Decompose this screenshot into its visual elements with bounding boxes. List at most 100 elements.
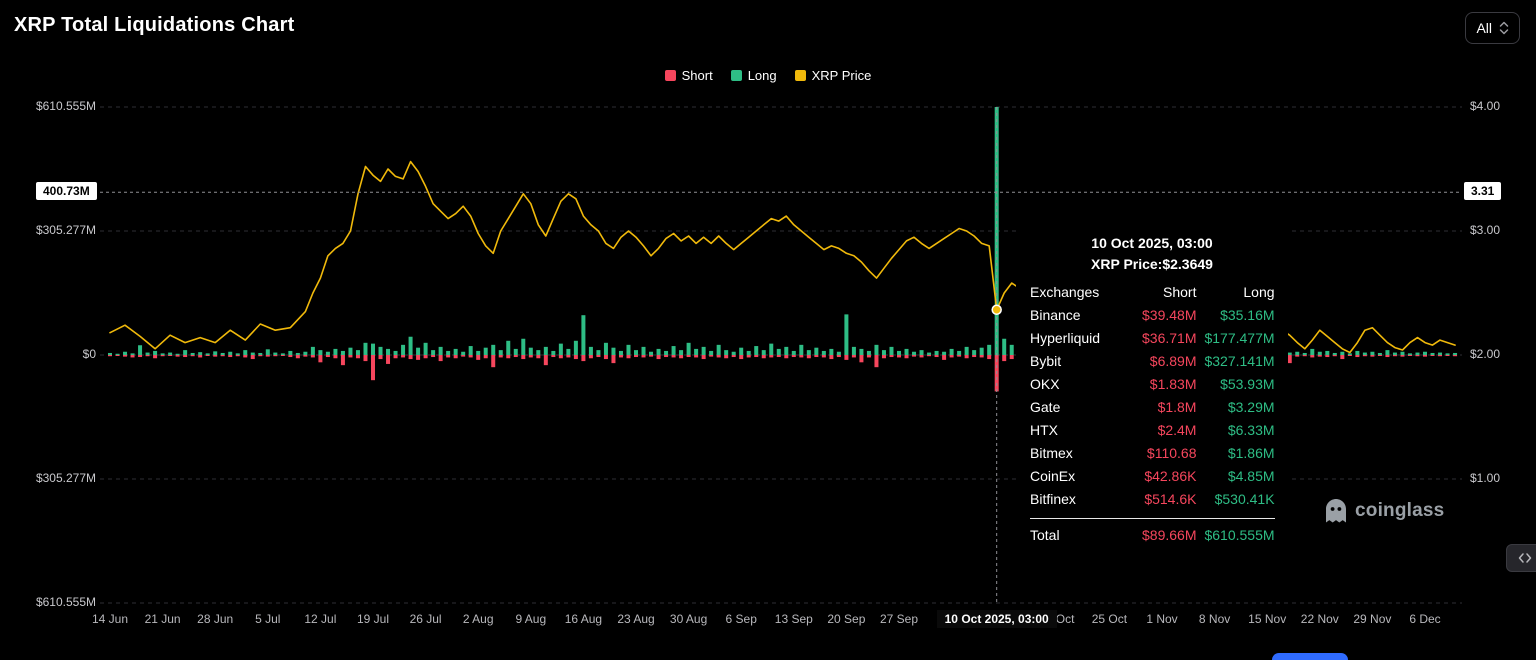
legend-label-xrp-price: XRP Price — [811, 68, 872, 83]
long-liquidation-bar — [273, 352, 278, 355]
short-liquidation-bar — [671, 355, 676, 358]
long-liquidation-bar — [160, 353, 165, 355]
long-liquidation-bar — [1002, 338, 1007, 355]
short-liquidation-bar — [543, 355, 548, 366]
short-liquidation-bar — [784, 355, 789, 359]
short-liquidation-bar — [453, 355, 458, 359]
long-liquidation-bar — [791, 350, 796, 355]
short-liquidation-bar — [551, 355, 556, 358]
long-liquidation-bar — [310, 346, 315, 355]
long-liquidation-bar — [348, 347, 353, 355]
short-liquidation-bar — [558, 355, 563, 359]
long-liquidation-bar — [491, 344, 496, 355]
short-liquidation-bar — [761, 355, 766, 359]
legend-label-short: Short — [681, 68, 713, 83]
long-liquidation-bar — [1302, 352, 1307, 355]
long-liquidation-bar — [265, 349, 270, 355]
long-liquidation-bar — [671, 346, 676, 355]
long-liquidation-bar — [641, 346, 646, 355]
short-liquidation-bar — [791, 355, 796, 358]
short-liquidation-bar — [183, 355, 188, 358]
short-liquidation-bar — [1332, 355, 1337, 357]
short-liquidation-bar — [1355, 355, 1360, 358]
long-liquidation-bar — [1009, 344, 1014, 355]
long-liquidation-bar — [220, 352, 225, 355]
long-liquidation-bar — [190, 352, 195, 355]
tooltip-short-value: $1.83M — [1149, 376, 1197, 392]
short-liquidation-bar — [1347, 355, 1352, 356]
collapse-panel-button[interactable] — [1506, 544, 1536, 572]
short-liquidation-bar — [393, 355, 398, 359]
long-liquidation-bar — [1325, 350, 1330, 355]
long-liquidation-bar — [1423, 351, 1428, 355]
long-liquidation-bar — [889, 346, 894, 355]
short-liquidation-bar — [423, 355, 428, 359]
horizontal-scrollbar-thumb[interactable] — [1272, 653, 1348, 660]
short-liquidation-bar — [160, 355, 165, 357]
time-range-selector[interactable]: All — [1465, 12, 1520, 44]
tooltip-long-value: $3.29M — [1227, 399, 1275, 415]
short-liquidation-bar — [1370, 355, 1375, 357]
short-liquidation-bar — [536, 355, 541, 359]
long-liquidation-bar — [573, 340, 578, 355]
long-liquidation-bar — [836, 351, 841, 355]
short-liquidation-bar — [821, 355, 826, 358]
long-swatch-icon — [730, 70, 742, 81]
long-liquidation-bar — [235, 353, 240, 355]
long-liquidation-bar — [964, 346, 969, 355]
long-liquidation-bar — [664, 350, 669, 355]
legend-item-xrp-price[interactable]: XRP Price — [794, 68, 872, 83]
short-liquidation-bar — [634, 355, 639, 358]
long-liquidation-bar — [145, 352, 150, 355]
long-liquidation-bar — [536, 350, 541, 355]
tooltip-date: 10 Oct 2025, 03:00 — [1091, 235, 1213, 251]
crosshair-price-badge: 3.31 — [1464, 182, 1502, 201]
short-liquidation-bar — [521, 355, 526, 360]
long-liquidation-bar — [371, 343, 376, 355]
long-liquidation-bar — [746, 350, 751, 355]
long-liquidation-bar — [1400, 351, 1405, 355]
long-liquidation-bar — [288, 350, 293, 355]
tooltip-short-value: $6.89M — [1149, 353, 1197, 369]
long-liquidation-bar — [731, 351, 736, 355]
long-liquidation-bar — [851, 346, 856, 355]
short-liquidation-bar — [295, 355, 300, 359]
legend-item-short[interactable]: Short — [664, 68, 713, 83]
long-liquidation-bar — [656, 348, 661, 355]
long-liquidation-bar — [1332, 352, 1337, 355]
long-liquidation-bar — [912, 351, 917, 355]
long-liquidation-bar — [213, 351, 218, 355]
short-liquidation-bar — [1310, 355, 1315, 358]
long-liquidation-bar — [1287, 352, 1292, 355]
long-liquidation-bar — [363, 342, 368, 355]
short-liquidation-bar — [468, 355, 473, 358]
short-liquidation-bar — [987, 355, 992, 360]
short-liquidation-bar — [175, 355, 180, 357]
long-liquidation-bar — [138, 345, 143, 355]
long-liquidation-bar — [866, 350, 871, 355]
short-liquidation-bar — [739, 355, 744, 360]
long-liquidation-bar — [528, 347, 533, 355]
legend-item-long[interactable]: Long — [730, 68, 777, 83]
short-liquidation-bar — [897, 355, 902, 358]
coinglass-watermark: coinglass — [1324, 498, 1444, 524]
long-liquidation-bar — [401, 344, 406, 355]
long-liquidation-bar — [994, 107, 999, 355]
long-liquidation-bar — [1392, 352, 1397, 355]
updown-chevron-icon — [1499, 21, 1509, 35]
long-liquidation-bar — [123, 351, 128, 355]
short-liquidation-bar — [1392, 355, 1397, 357]
short-liquidation-bar — [942, 355, 947, 360]
long-liquidation-bar — [949, 348, 954, 355]
long-liquidation-bar — [280, 353, 285, 355]
long-liquidation-bar — [355, 350, 360, 355]
short-liquidation-bar — [528, 355, 533, 358]
tooltip-short-value: $110.68 — [1146, 445, 1197, 461]
long-liquidation-bar — [378, 346, 383, 355]
short-liquidation-bar — [866, 355, 871, 358]
short-liquidation-bar — [603, 355, 608, 360]
short-liquidation-bar — [1453, 355, 1458, 357]
crosshair-date-badge: 10 Oct 2025, 03:00 — [936, 610, 1057, 628]
short-liquidation-bar — [851, 355, 856, 358]
